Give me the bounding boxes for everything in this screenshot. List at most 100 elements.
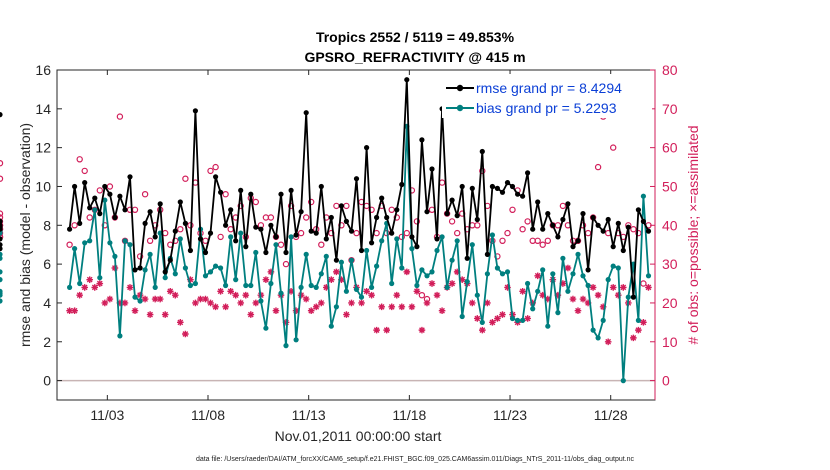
rmse-point	[358, 247, 365, 254]
bias-point	[278, 290, 284, 296]
bias-point	[389, 280, 395, 287]
rmse-point	[605, 216, 611, 223]
rmse-point	[525, 170, 531, 176]
obs-possible-point	[0, 214, 4, 221]
rmse-point	[540, 226, 546, 232]
bias-line	[68, 125, 650, 382]
obs-assimilated-point	[589, 284, 597, 291]
rmse-point	[338, 203, 344, 209]
obs-possible-point	[0, 175, 4, 182]
bias-point	[127, 242, 133, 248]
obs-assimilated-point	[348, 299, 355, 307]
obs-assimilated-point	[635, 326, 642, 334]
rmse-point	[620, 247, 626, 254]
rmse-point	[585, 267, 591, 273]
rmse-point	[0, 226, 3, 232]
obs-possible-point	[207, 167, 214, 175]
y-tick-label: 2	[43, 334, 51, 350]
bias-point	[343, 288, 349, 294]
bias-point	[429, 269, 435, 275]
bias-point	[479, 319, 485, 325]
rmse-point	[535, 199, 541, 205]
bias-point	[298, 284, 304, 290]
bias-point	[645, 273, 652, 279]
rmse-point	[635, 207, 642, 213]
obs-assimilated-point	[197, 295, 204, 303]
obs-assimilated-point	[358, 299, 365, 307]
obs-possible-point	[630, 225, 637, 233]
bias-point	[263, 325, 269, 331]
obs-assimilated-point	[378, 303, 385, 311]
rmse-point	[132, 267, 138, 273]
obs-assimilated-point	[453, 268, 461, 276]
rmse-point	[117, 193, 123, 199]
rmse-point	[243, 244, 249, 250]
obs-possible-point	[81, 167, 88, 175]
bias-point	[182, 265, 188, 271]
obs-assimilated-point	[126, 284, 134, 291]
legend-bias-label: bias grand pr = 5.2293	[476, 100, 617, 116]
obs-assimilated-point	[146, 311, 154, 318]
rmse-point	[197, 236, 204, 242]
bias-point	[0, 230, 3, 236]
chart-subtitle: GPSRO_REFRACTIVITY @ 415 m	[304, 49, 525, 65]
rmse-point	[530, 226, 536, 232]
bias-point	[605, 277, 611, 283]
obs-possible-point	[519, 225, 526, 233]
rmse-point	[494, 185, 500, 191]
rmse-point	[645, 228, 652, 234]
data-file-footnote: data file: /Users/raeder/DAI/ATM_forcXX/…	[196, 456, 635, 463]
bias-point	[273, 242, 279, 248]
y-axis-ticks: 0 2 4 6 8 10 12 14 16	[35, 62, 62, 389]
bias-point	[107, 240, 113, 246]
obs-assimilated-point	[619, 284, 627, 291]
obs-assimilated-point	[579, 295, 587, 303]
rmse-point	[303, 110, 309, 116]
bias-point	[313, 284, 319, 290]
rmse-point	[615, 220, 621, 226]
rmse-point	[560, 216, 566, 223]
obs-possible-point	[282, 260, 290, 268]
bias-point	[202, 273, 209, 279]
obs-assimilated-point	[121, 299, 129, 307]
bias-point	[318, 271, 324, 277]
bias-point	[394, 236, 400, 242]
obs-assimilated-point	[383, 326, 391, 334]
rmse-point	[565, 201, 571, 207]
obs-assimilated-point	[202, 295, 209, 303]
bias-point	[625, 294, 631, 300]
y-right-tick-label: 30	[662, 256, 678, 272]
obs-assimilated-point	[408, 303, 416, 311]
rmse-point	[112, 214, 118, 221]
bias-point	[424, 273, 430, 279]
obs-possible-point	[86, 214, 93, 221]
rmse-point	[484, 251, 490, 257]
obs-assimilated-point	[71, 307, 78, 315]
obs-assimilated-point	[564, 264, 572, 272]
bias-point	[590, 327, 596, 333]
rmse-point	[248, 191, 254, 197]
rmse-point	[177, 199, 183, 205]
obs-assimilated-point	[433, 291, 441, 299]
obs-assimilated-point	[317, 299, 325, 307]
bias-point	[535, 288, 541, 294]
obs-assimilated-point	[640, 319, 647, 326]
bias-point	[348, 257, 355, 263]
obs-assimilated-point	[418, 326, 426, 334]
rmse-point	[273, 234, 279, 240]
bias-point	[77, 280, 83, 287]
obs-assimilated-point	[438, 307, 446, 315]
bias-point	[0, 298, 3, 304]
rmse-point	[218, 189, 224, 195]
bias-point	[434, 247, 440, 254]
obs-possible-point	[0, 233, 4, 241]
y-axis-right-label: # of obs: o=possible; ×=assimilated	[685, 125, 701, 344]
bias-point	[560, 255, 566, 261]
bias-point	[87, 238, 93, 244]
obs-assimilated-point	[217, 287, 224, 295]
bias-point	[620, 378, 626, 384]
bias-point	[353, 286, 360, 292]
rmse-point	[424, 209, 430, 215]
obs-assimilated-point	[524, 315, 531, 322]
obs-possible-point	[303, 214, 310, 221]
